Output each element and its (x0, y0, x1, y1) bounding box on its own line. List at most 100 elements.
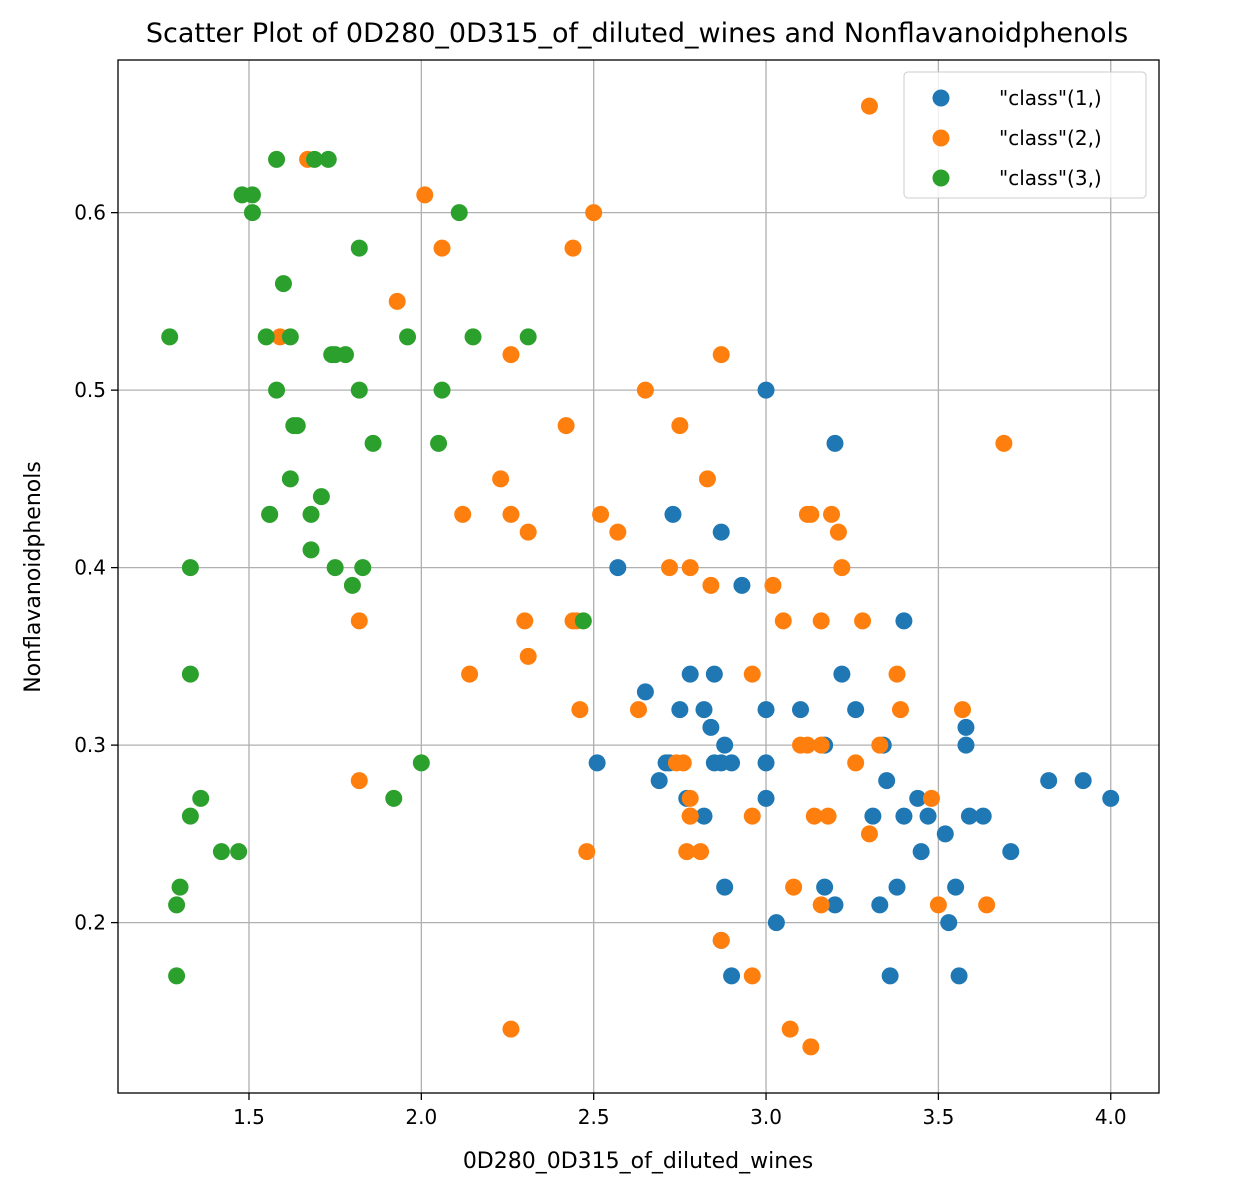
data-point (268, 150, 286, 168)
data-point (354, 559, 372, 577)
data-point (891, 701, 909, 719)
legend-box (903, 71, 1147, 199)
data-point (909, 789, 927, 807)
data-point (978, 896, 996, 914)
data-point (912, 843, 930, 861)
x-tick-label: 1.5 (233, 1105, 265, 1129)
data-point (723, 754, 741, 772)
data-point (364, 434, 382, 452)
data-point (326, 559, 344, 577)
data-point (502, 346, 520, 364)
data-point (812, 896, 830, 914)
data-point (181, 665, 199, 683)
data-point (350, 772, 368, 790)
data-point (812, 736, 830, 754)
data-point (281, 328, 299, 346)
data-point (636, 381, 654, 399)
data-point (492, 470, 510, 488)
data-point (881, 967, 899, 985)
data-points (161, 97, 1120, 1056)
data-point (519, 647, 537, 665)
data-point (664, 505, 682, 523)
data-point (860, 97, 878, 115)
data-point (871, 736, 889, 754)
data-point (681, 559, 699, 577)
data-point (922, 789, 940, 807)
data-point (412, 754, 430, 772)
data-point (1102, 789, 1120, 807)
y-axis-label: Nonflavanoidphenols (21, 461, 46, 693)
data-point (630, 701, 647, 719)
legend-marker (932, 169, 950, 187)
data-point (519, 328, 537, 346)
data-point (181, 559, 199, 577)
data-point (592, 505, 610, 523)
data-point (681, 807, 699, 825)
data-point (454, 505, 472, 523)
data-point (929, 896, 947, 914)
data-point (712, 346, 730, 364)
data-point (716, 736, 734, 754)
data-point (161, 328, 179, 346)
data-point (826, 896, 844, 914)
data-point (557, 417, 575, 435)
data-point (940, 914, 958, 932)
legend-marker (932, 129, 950, 147)
data-point (671, 417, 689, 435)
data-point (671, 701, 689, 719)
data-point (661, 559, 679, 577)
data-point (705, 665, 723, 683)
data-point (698, 470, 716, 488)
data-point (433, 381, 451, 399)
data-point (288, 417, 306, 435)
legend-label: "class"(2,) (999, 126, 1102, 150)
data-point (957, 718, 975, 736)
legend: "class"(1,) "class"(2,) "class"(3,) (903, 71, 1147, 199)
data-point (895, 807, 913, 825)
data-point (785, 878, 803, 896)
x-tick-label: 2.0 (405, 1105, 437, 1129)
data-point (212, 843, 230, 861)
x-tick-label: 3.0 (750, 1105, 782, 1129)
data-point (695, 807, 713, 825)
x-tick-label: 3.5 (922, 1105, 954, 1129)
data-point (764, 576, 782, 594)
y-axis-ticks: 0.2 0.3 0.4 0.5 0.6 (74, 201, 118, 935)
data-point (895, 612, 913, 630)
data-point (667, 754, 685, 772)
data-point (757, 754, 775, 772)
data-point (302, 505, 320, 523)
data-point (168, 896, 186, 914)
data-point (812, 612, 830, 630)
data-point (716, 878, 734, 896)
data-point (564, 239, 582, 257)
data-point (574, 612, 592, 630)
data-point (702, 718, 720, 736)
data-point (1002, 843, 1020, 861)
data-point (312, 488, 330, 506)
data-point (450, 204, 468, 222)
legend-label: "class"(1,) (999, 86, 1102, 110)
data-point (337, 346, 355, 364)
data-point (819, 807, 837, 825)
data-point (829, 523, 847, 541)
data-point (798, 736, 816, 754)
data-point (826, 434, 844, 452)
data-point (816, 878, 834, 896)
data-point (712, 931, 730, 949)
x-tick-label: 4.0 (1095, 1105, 1127, 1129)
data-point (757, 789, 775, 807)
data-point (274, 275, 292, 293)
data-point (636, 683, 654, 701)
data-point (516, 612, 534, 630)
data-point (305, 150, 323, 168)
data-point (757, 381, 775, 399)
data-point (171, 878, 189, 896)
data-point (192, 789, 210, 807)
y-tick-label: 0.4 (74, 556, 106, 580)
y-tick-label: 0.5 (74, 378, 106, 402)
data-point (571, 701, 589, 719)
series-class-3 (161, 150, 592, 985)
data-point (230, 843, 248, 861)
